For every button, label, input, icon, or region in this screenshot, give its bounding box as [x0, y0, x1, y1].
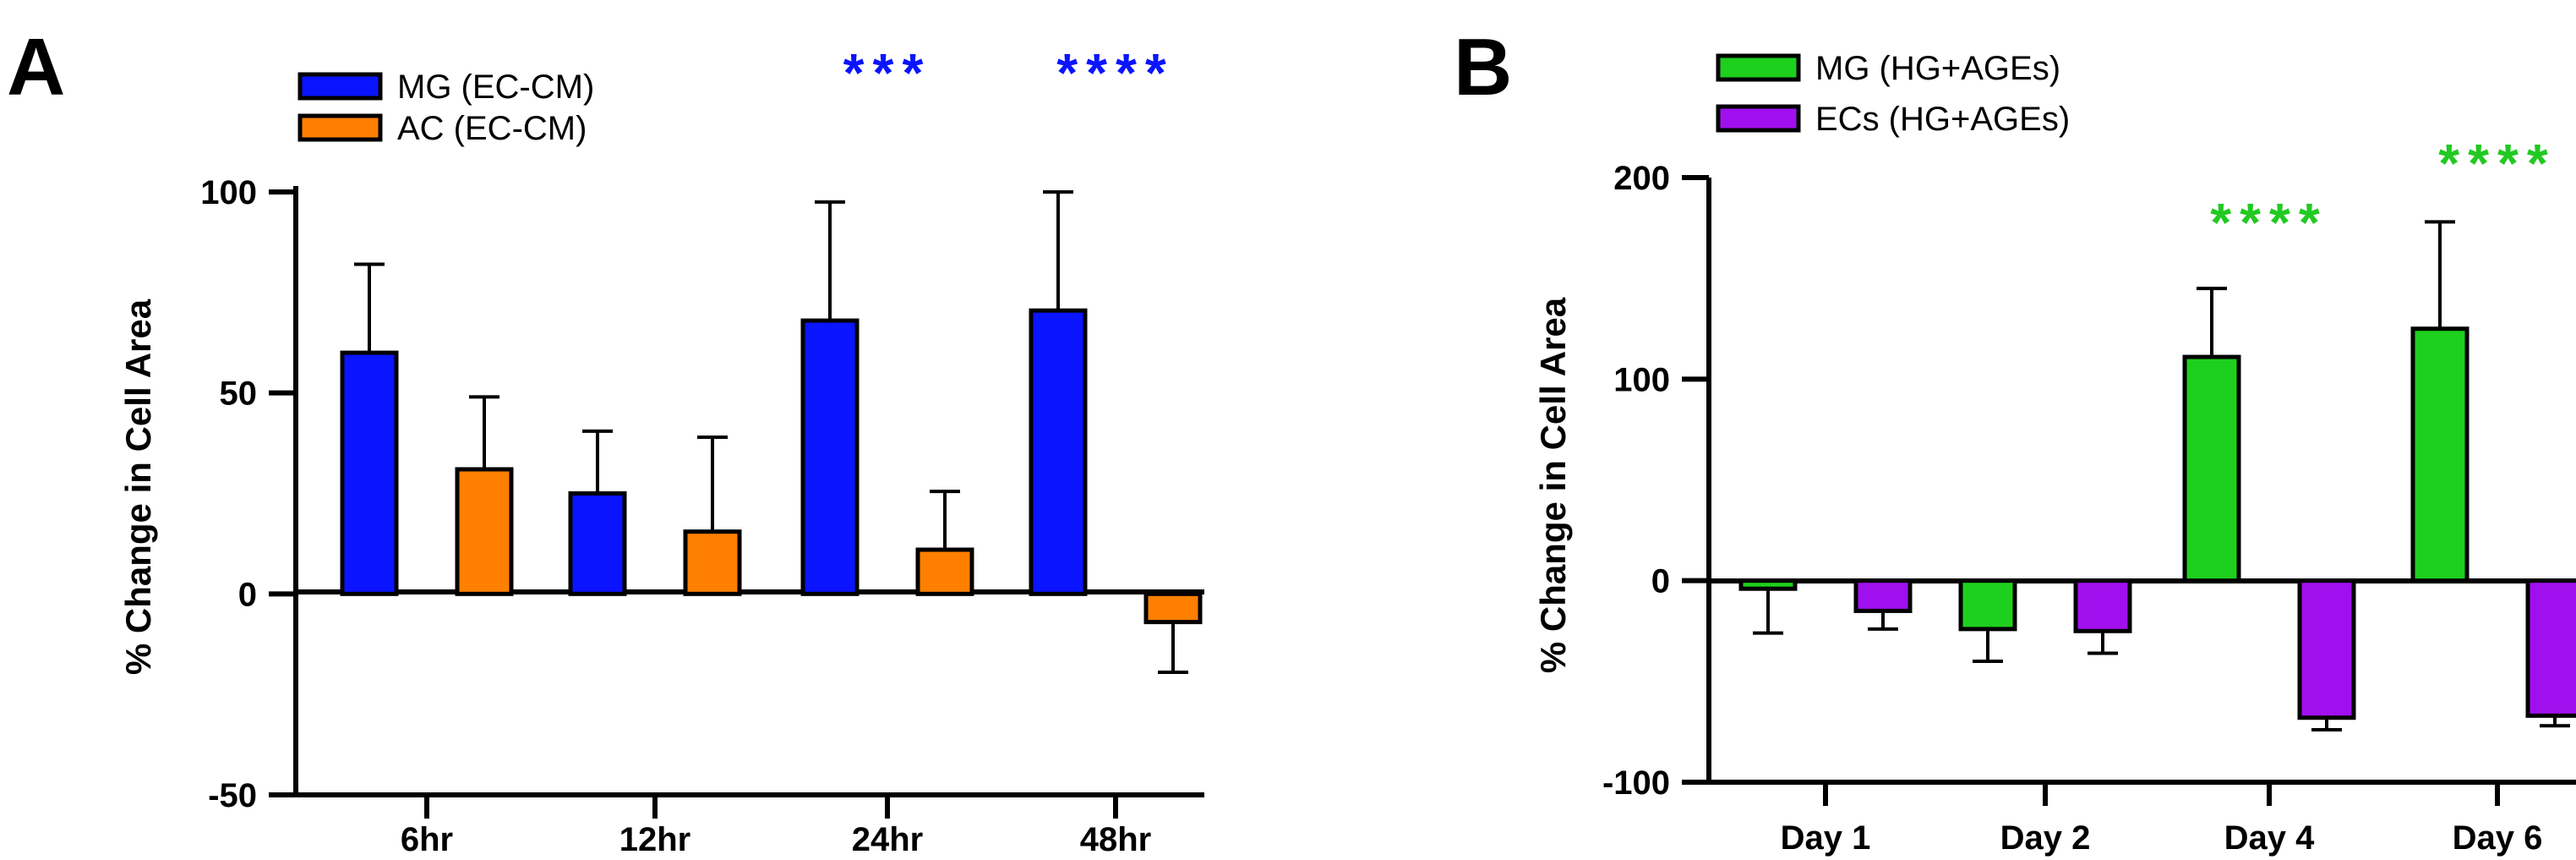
legend-swatch-ac-ec-cm [297, 113, 383, 142]
significance-day-4: **** [2210, 192, 2328, 253]
y-tick-label: 100 [1613, 361, 1670, 398]
significance-day-6: **** [2438, 133, 2557, 194]
x-tick-label-48hr: 48hr [1080, 821, 1152, 858]
y-tick-label: 200 [1613, 160, 1670, 197]
error-bar-ac-12hr [697, 435, 728, 532]
x-tick-label-12hr: 12hr [619, 821, 691, 858]
error-bar-ecs-day-4 [2311, 717, 2342, 732]
bar-mg-24hr [800, 318, 860, 596]
x-tick-label-day-1: Day 1 [1781, 819, 1871, 857]
x-ticks-a: 6hr 12hr 24hr 48hr [401, 795, 1151, 858]
bar-mg-day-6 [2410, 326, 2470, 583]
bars-b [1738, 220, 2576, 732]
bar-ac-24hr [915, 547, 974, 596]
error-bar-mg-12hr [582, 429, 613, 494]
bar-mg-day-4 [2182, 354, 2241, 583]
error-bar-mg-48hr [1043, 190, 1073, 311]
legend-label-mg-hg-ages: MG (HG+AGEs) [1815, 50, 2060, 87]
error-bar-ac-6hr [469, 395, 499, 469]
x-tick-label-day-4: Day 4 [2224, 819, 2315, 857]
bar-mg-day-1 [1738, 578, 1798, 591]
y-tick-label: -50 [208, 777, 257, 814]
error-bar-mg-day-2 [1973, 628, 2003, 663]
x-tick-label-day-2: Day 2 [2000, 819, 2091, 857]
bar-ecs-day-1 [1853, 578, 1913, 613]
error-bar-mg-day-1 [1753, 589, 1783, 635]
bar-ac-48hr [1143, 591, 1203, 625]
y-tick-label: 0 [1651, 563, 1670, 600]
legend-b: MG (HG+AGEs) ECs (HG+AGEs) [1716, 50, 2070, 138]
panel-b: B MG (HG+AGEs) ECs (HG+AGEs) % Change in… [1454, 22, 2576, 857]
significance-24hr: *** [843, 42, 932, 103]
bar-ac-12hr [683, 529, 742, 596]
panel-a: A MG (EC-CM) AC (EC-CM) % Change in Cell… [7, 22, 1204, 858]
bar-mg-day-2 [1958, 578, 2017, 632]
legend-a: MG (EC-CM) AC (EC-CM) [297, 68, 594, 147]
y-tick-label: 0 [238, 576, 257, 613]
y-tick-label: 50 [220, 375, 258, 413]
bar-ecs-day-6 [2525, 578, 2576, 718]
bar-mg-6hr [340, 350, 399, 596]
x-tick-label-6hr: 6hr [401, 821, 453, 858]
bar-ecs-day-2 [2073, 578, 2132, 633]
bar-ecs-day-4 [2297, 578, 2356, 720]
error-bar-ac-24hr [930, 490, 960, 551]
y-tick-label: -100 [1602, 764, 1670, 802]
legend-label-mg-ec-cm: MG (EC-CM) [397, 68, 594, 106]
error-bar-ecs-day-1 [1868, 611, 1898, 631]
error-bar-ecs-day-2 [2088, 631, 2118, 655]
bar-mg-12hr [568, 491, 627, 596]
y-ticks-b: -100 0 100 200 [1602, 160, 1709, 802]
legend-swatch-mg-hg-ages [1716, 53, 1801, 82]
error-bar-ecs-day-6 [2540, 715, 2570, 728]
legend-label-ecs-hg-ages: ECs (HG+AGEs) [1815, 101, 2070, 138]
bar-mg-48hr [1029, 308, 1088, 596]
error-bar-mg-day-4 [2197, 287, 2227, 358]
x-ticks-b: Day 1 Day 2 Day 4 Day 6 [1781, 782, 2543, 857]
y-axis-title-a: % Change in Cell Area [118, 299, 158, 675]
y-axis-title-b: % Change in Cell Area [1533, 297, 1573, 673]
significance-48hr: **** [1056, 42, 1175, 103]
error-bar-mg-6hr [354, 262, 385, 353]
panel-letter-b: B [1454, 22, 1512, 112]
y-tick-label: 100 [200, 174, 257, 211]
bars-a [340, 190, 1203, 675]
error-bar-mg-day-6 [2425, 220, 2455, 329]
legend-swatch-ecs-hg-ages [1716, 104, 1801, 133]
legend-label-ac-ec-cm: AC (EC-CM) [397, 110, 587, 147]
bar-ac-6hr [455, 467, 514, 596]
x-tick-label-day-6: Day 6 [2453, 819, 2543, 857]
panel-letter-a: A [7, 22, 65, 112]
x-tick-label-24hr: 24hr [852, 821, 924, 858]
error-bar-ac-48hr [1158, 622, 1188, 675]
y-ticks-a: -50 0 50 100 [200, 174, 296, 814]
legend-swatch-mg-ec-cm [297, 72, 383, 101]
error-bar-mg-24hr [815, 200, 845, 321]
